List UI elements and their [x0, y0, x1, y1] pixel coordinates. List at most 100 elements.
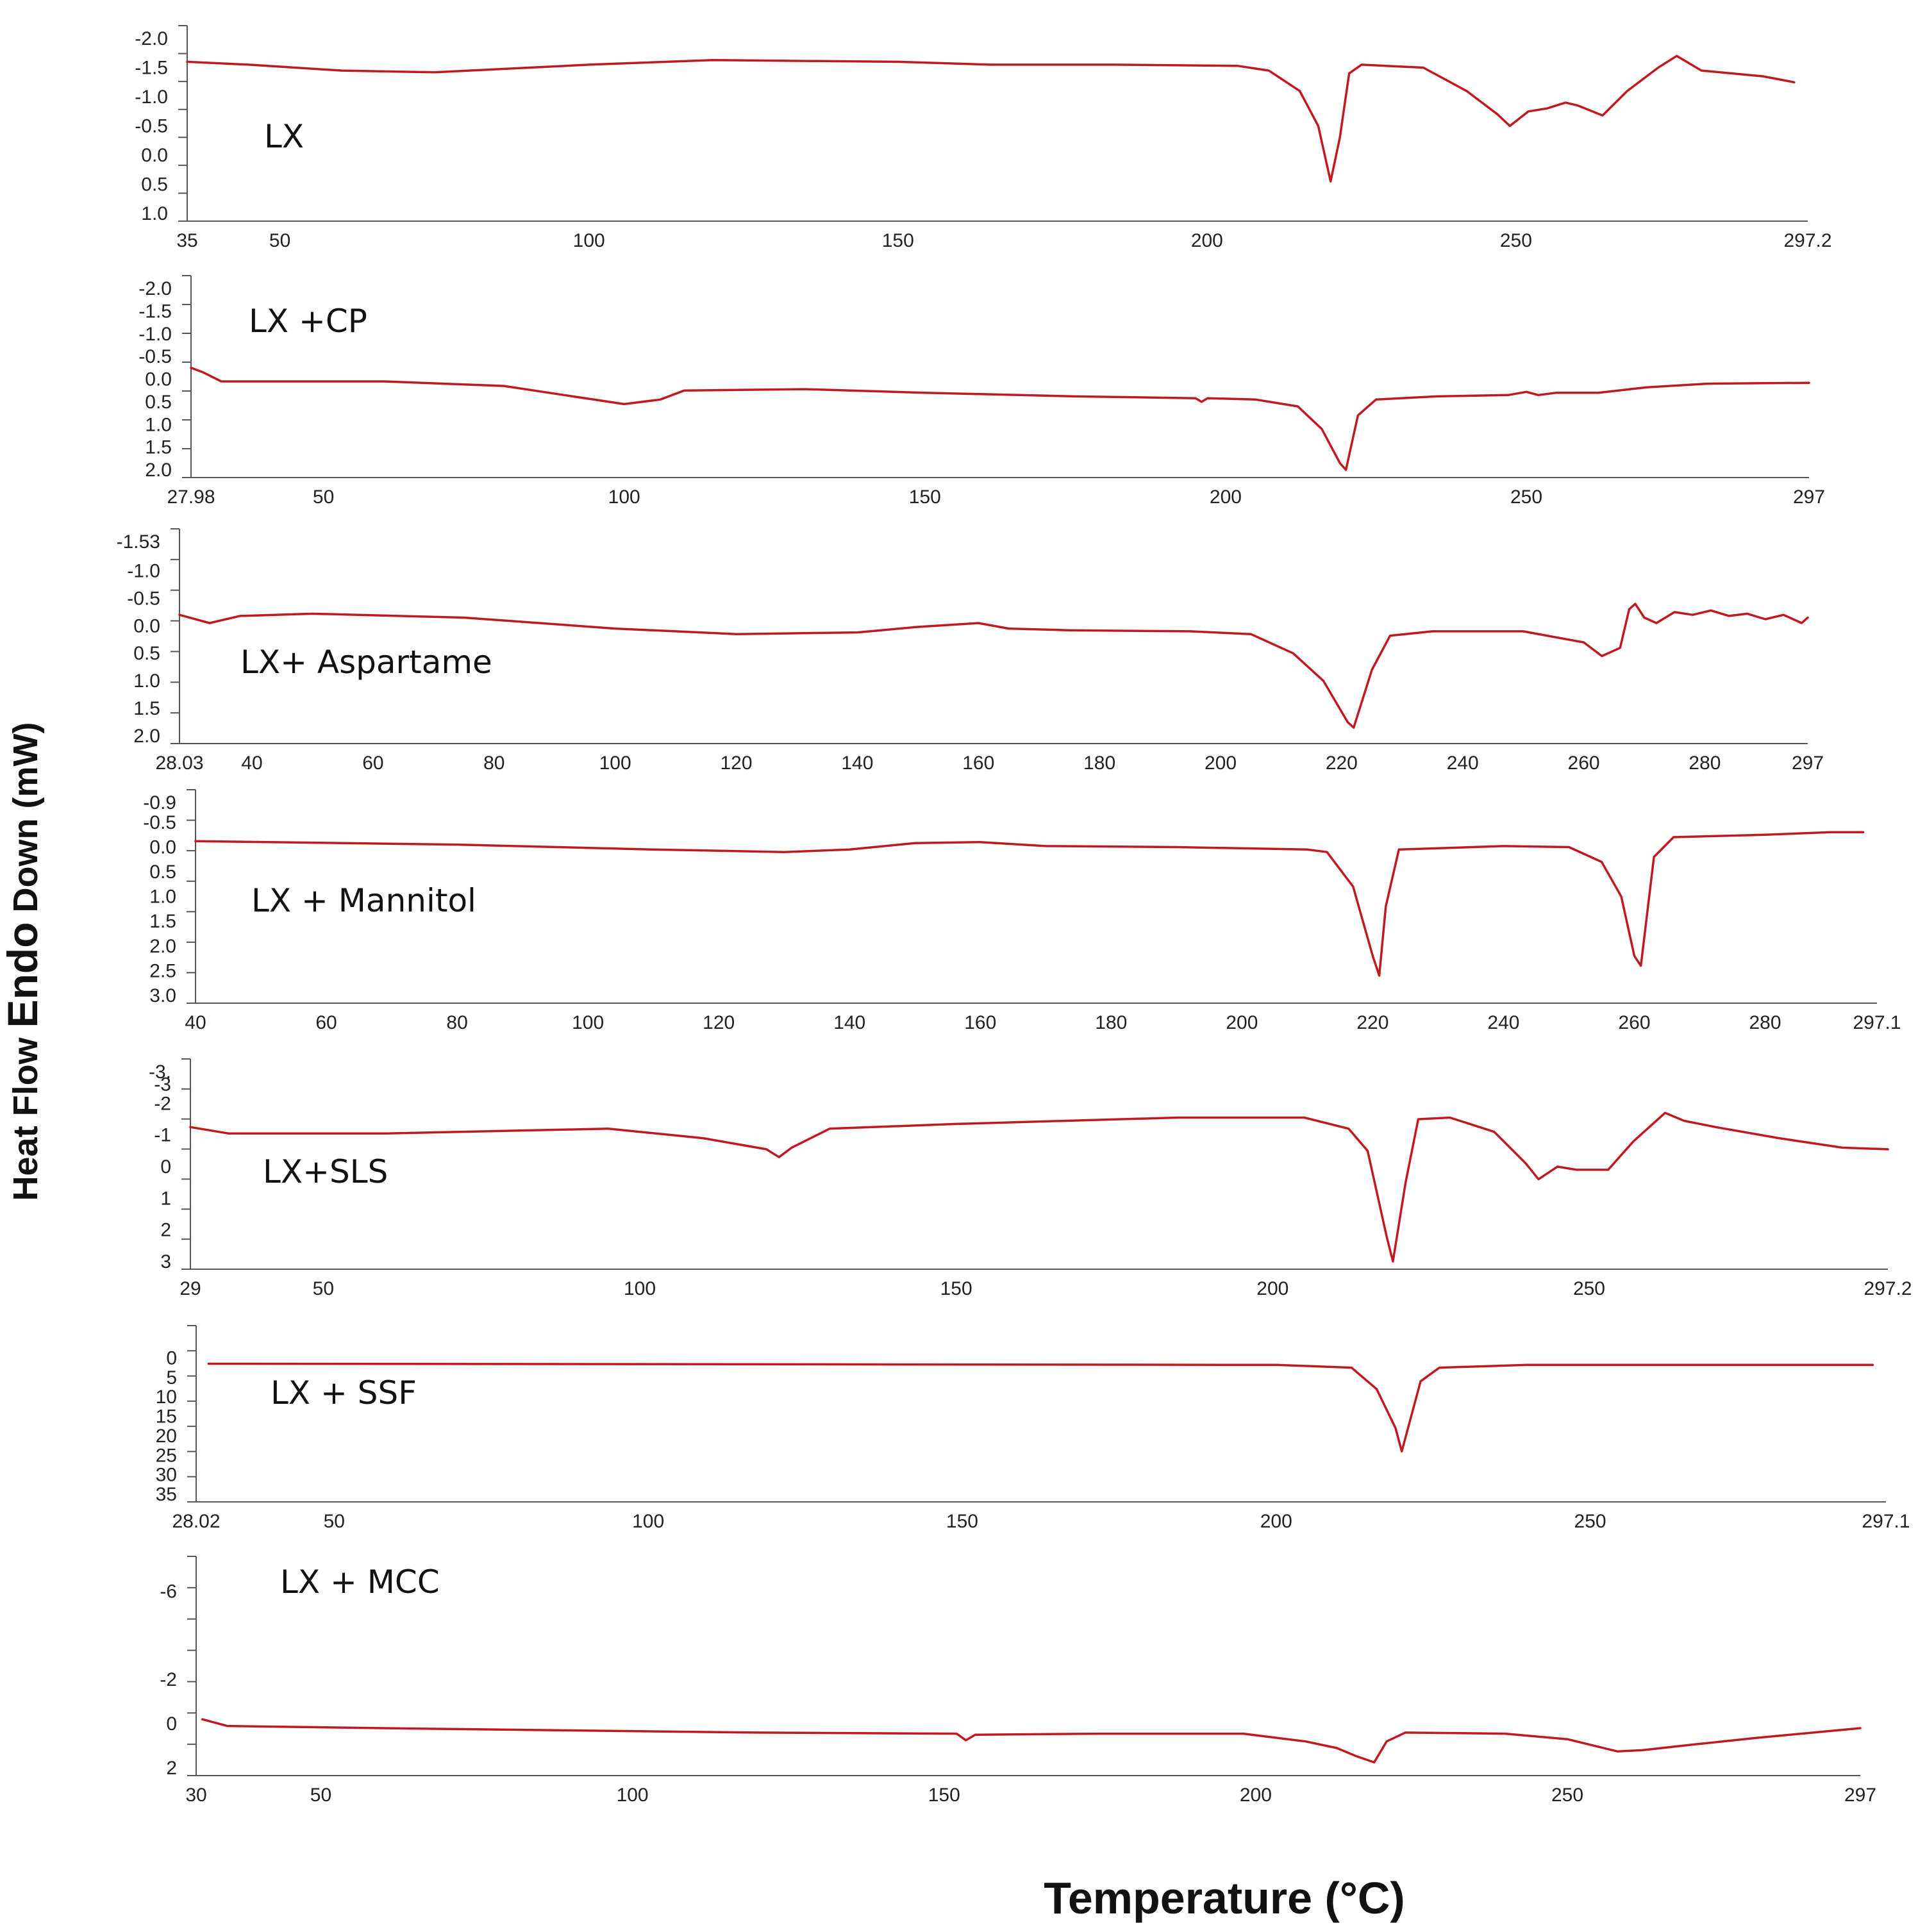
- y-tick-label: 0.5: [133, 643, 160, 664]
- x-tick-label: 120: [720, 753, 752, 774]
- dsc-panel: -3.-3-2 -1 0 1 2 3 29 50 100 150 200 250 297.2 LX+SLS: [149, 1058, 1912, 1299]
- x-tick-label: 50: [313, 1278, 334, 1299]
- x-tick-label: 240: [1487, 1012, 1519, 1033]
- x-tick-label: 280: [1689, 753, 1721, 774]
- x-tick-label: 297.1: [1862, 1511, 1910, 1532]
- y-tick-label: 2.0: [133, 726, 160, 747]
- dsc-panel: -0.9-0.5 0.0 0.5 1.0 1.5 2.0 2.5 3.0 40 60 80 100 12…: [143, 789, 1901, 1033]
- y-tick-label: -1.0: [135, 87, 168, 108]
- x-tick-label: 29: [179, 1278, 201, 1299]
- y-axis-title-prefix: Heat Flow: [6, 1028, 45, 1201]
- x-tick-label: 100: [624, 1278, 656, 1299]
- y-tick-label: 0: [166, 1713, 177, 1735]
- y-tick-label: 1.0: [149, 887, 176, 908]
- y-tick-label: 1.5: [145, 437, 172, 458]
- y-tick-label: 0.0: [149, 837, 176, 858]
- y-tick-label: 2: [160, 1220, 171, 1241]
- dsc-curve: [186, 54, 1796, 183]
- dsc-curve: [201, 1718, 1862, 1764]
- y-axis-title-emph: Endo: [0, 922, 46, 1028]
- x-tick-label: 250: [1574, 1511, 1606, 1532]
- panel-label: LX: [264, 118, 304, 155]
- y-tick-label: 0: [166, 1347, 177, 1369]
- x-tick-label: 40: [241, 753, 262, 774]
- x-tick-label: 260: [1568, 753, 1600, 774]
- dsc-panel: -1.53 -1.0 -0.5 0.0 0.5 1.0 1.5 2.0 28.03 40 60 80 1…: [117, 528, 1824, 774]
- y-tick-label: 15: [156, 1406, 177, 1428]
- x-tick-label: 200: [1226, 1012, 1258, 1033]
- x-tick-label: 27.98: [167, 487, 215, 508]
- x-tick-label: 80: [483, 753, 505, 774]
- x-tick-label: 160: [962, 753, 994, 774]
- x-tick-label: 28.02: [172, 1511, 220, 1532]
- x-tick-label: 140: [841, 753, 873, 774]
- y-tick-label: -1.53: [117, 531, 160, 553]
- x-tick-label: 280: [1749, 1012, 1781, 1033]
- x-tick-label: 297.2: [1783, 230, 1831, 251]
- y-tick-label: -6: [160, 1581, 177, 1602]
- x-tick-label: 260: [1618, 1012, 1650, 1033]
- y-tick-label: 2.5: [149, 960, 176, 981]
- x-tick-label: 180: [1083, 753, 1115, 774]
- x-tick-label: 100: [599, 753, 631, 774]
- x-tick-label: 60: [315, 1012, 337, 1033]
- y-tick-label: -3.: [149, 1062, 171, 1083]
- y-tick-label: 35: [156, 1484, 177, 1505]
- x-tick-label: 150: [909, 487, 941, 508]
- x-tick-label: 297.2: [1864, 1278, 1912, 1299]
- y-tick-label: 0.5: [145, 392, 172, 413]
- y-tick-label: -0.9: [143, 792, 176, 813]
- panel-label: LX + MCC: [280, 1563, 440, 1601]
- y-tick-label: 2.0: [145, 460, 172, 481]
- x-tick-label: 40: [185, 1012, 206, 1033]
- y-tick-label: -2: [160, 1669, 177, 1690]
- y-tick-label: -0.5: [138, 346, 172, 367]
- x-tick-label: 200: [1191, 230, 1223, 251]
- y-tick-label: 1.0: [133, 670, 160, 692]
- y-tick-label: -0.5: [135, 116, 168, 137]
- y-tick-label: -0.5: [127, 588, 160, 609]
- x-tick-label: 150: [928, 1785, 960, 1806]
- y-tick-label: 10: [156, 1387, 177, 1408]
- x-tick-label: 50: [310, 1785, 331, 1806]
- y-tick-label: 3.0: [149, 985, 176, 1006]
- x-tick-label: 297: [1793, 487, 1825, 508]
- x-tick-label: 30: [185, 1785, 206, 1806]
- x-tick-label: 120: [703, 1012, 735, 1033]
- dsc-panel: -2.0-1.5-1.0-0.50.00.51.01.52.0 27.98 50 10…: [138, 275, 1825, 508]
- x-tick-label: 250: [1573, 1278, 1605, 1299]
- y-tick-label: -2.0: [135, 28, 168, 49]
- panel-label: LX+SLS: [263, 1153, 388, 1190]
- y-tick-label: -1: [154, 1125, 171, 1146]
- x-tick-label: 100: [572, 1012, 604, 1033]
- y-tick-label: 1.5: [133, 698, 160, 719]
- dsc-curve: [178, 603, 1809, 729]
- y-tick-label: -2.0: [138, 278, 172, 299]
- x-tick-label: 200: [1205, 753, 1237, 774]
- x-tick-label: 100: [608, 487, 640, 508]
- x-tick-label: 50: [324, 1511, 345, 1532]
- y-tick-label: 20: [156, 1426, 177, 1447]
- x-tick-label: 80: [446, 1012, 467, 1033]
- dsc-curve: [194, 831, 1865, 977]
- x-tick-label: 297.1: [1853, 1012, 1901, 1033]
- y-tick-label: 1.5: [149, 911, 176, 932]
- y-tick-label: -0.5: [143, 812, 176, 833]
- x-tick-label: 200: [1240, 1785, 1272, 1806]
- y-tick-label: -1.5: [135, 58, 168, 79]
- x-tick-label: 250: [1510, 487, 1542, 508]
- x-tick-label: 200: [1260, 1511, 1292, 1532]
- x-tick-label: 180: [1095, 1012, 1127, 1033]
- y-tick-label: 0.5: [141, 174, 168, 196]
- x-tick-label: 100: [617, 1785, 649, 1806]
- y-tick-label: 1.0: [141, 203, 168, 224]
- y-tick-label: 1: [160, 1188, 171, 1209]
- y-tick-label: -1.0: [138, 324, 172, 345]
- y-tick-label: 0: [160, 1156, 171, 1178]
- y-tick-label: -3: [154, 1074, 171, 1095]
- y-tick-label: -1.5: [138, 301, 172, 322]
- y-tick-label: 1.0: [145, 414, 172, 435]
- x-tick-label: 50: [269, 230, 290, 251]
- x-tick-label: 150: [946, 1511, 978, 1532]
